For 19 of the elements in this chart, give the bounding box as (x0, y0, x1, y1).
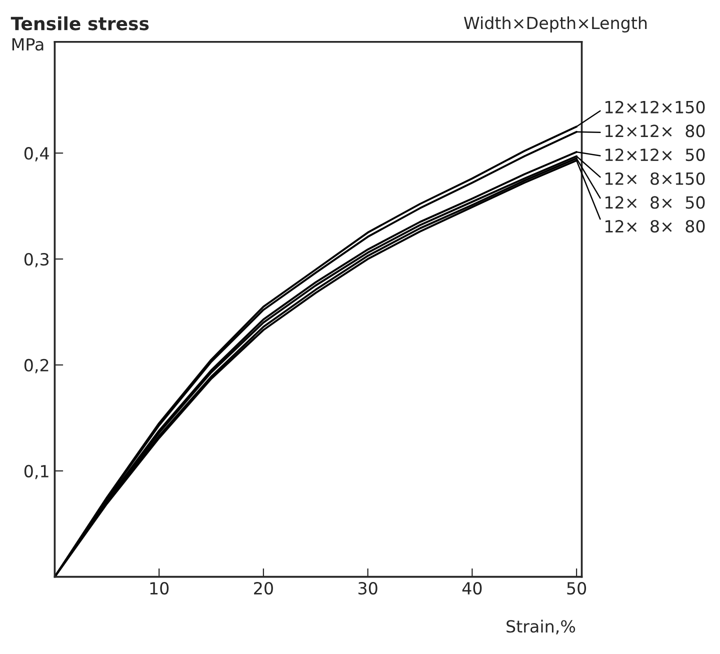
text: 12× 8× 50 (606, 196, 705, 209)
y-tick-label: 0,4 (24, 147, 49, 162)
x-tick-label: 30 (358, 582, 378, 595)
text: 12× 8× 80 (606, 220, 705, 233)
legend-label: 12×12× 50 (606, 148, 705, 162)
x-tick-label: 50 (567, 582, 586, 595)
legend-label: 12× 8×150 (606, 172, 705, 185)
x-tick-label: 20 (254, 582, 273, 595)
chart-title: Tensile stress (10, 16, 149, 30)
legend-title: Width×Depth×Length (464, 16, 647, 32)
x-tick-label: 40 (462, 582, 482, 595)
legend-label: 12×12×150 (606, 100, 705, 114)
y-axis-title: MPa (12, 38, 44, 51)
y-tick-label: 0,1 (24, 464, 48, 480)
y-tick-label: 0,2 (24, 358, 48, 374)
x-axis-title: Strain,% (506, 620, 576, 634)
y-tick-label: 0,3 (24, 252, 49, 268)
x-tick-label: 10 (150, 582, 169, 595)
legend-label: 12×12× 80 (606, 124, 705, 138)
